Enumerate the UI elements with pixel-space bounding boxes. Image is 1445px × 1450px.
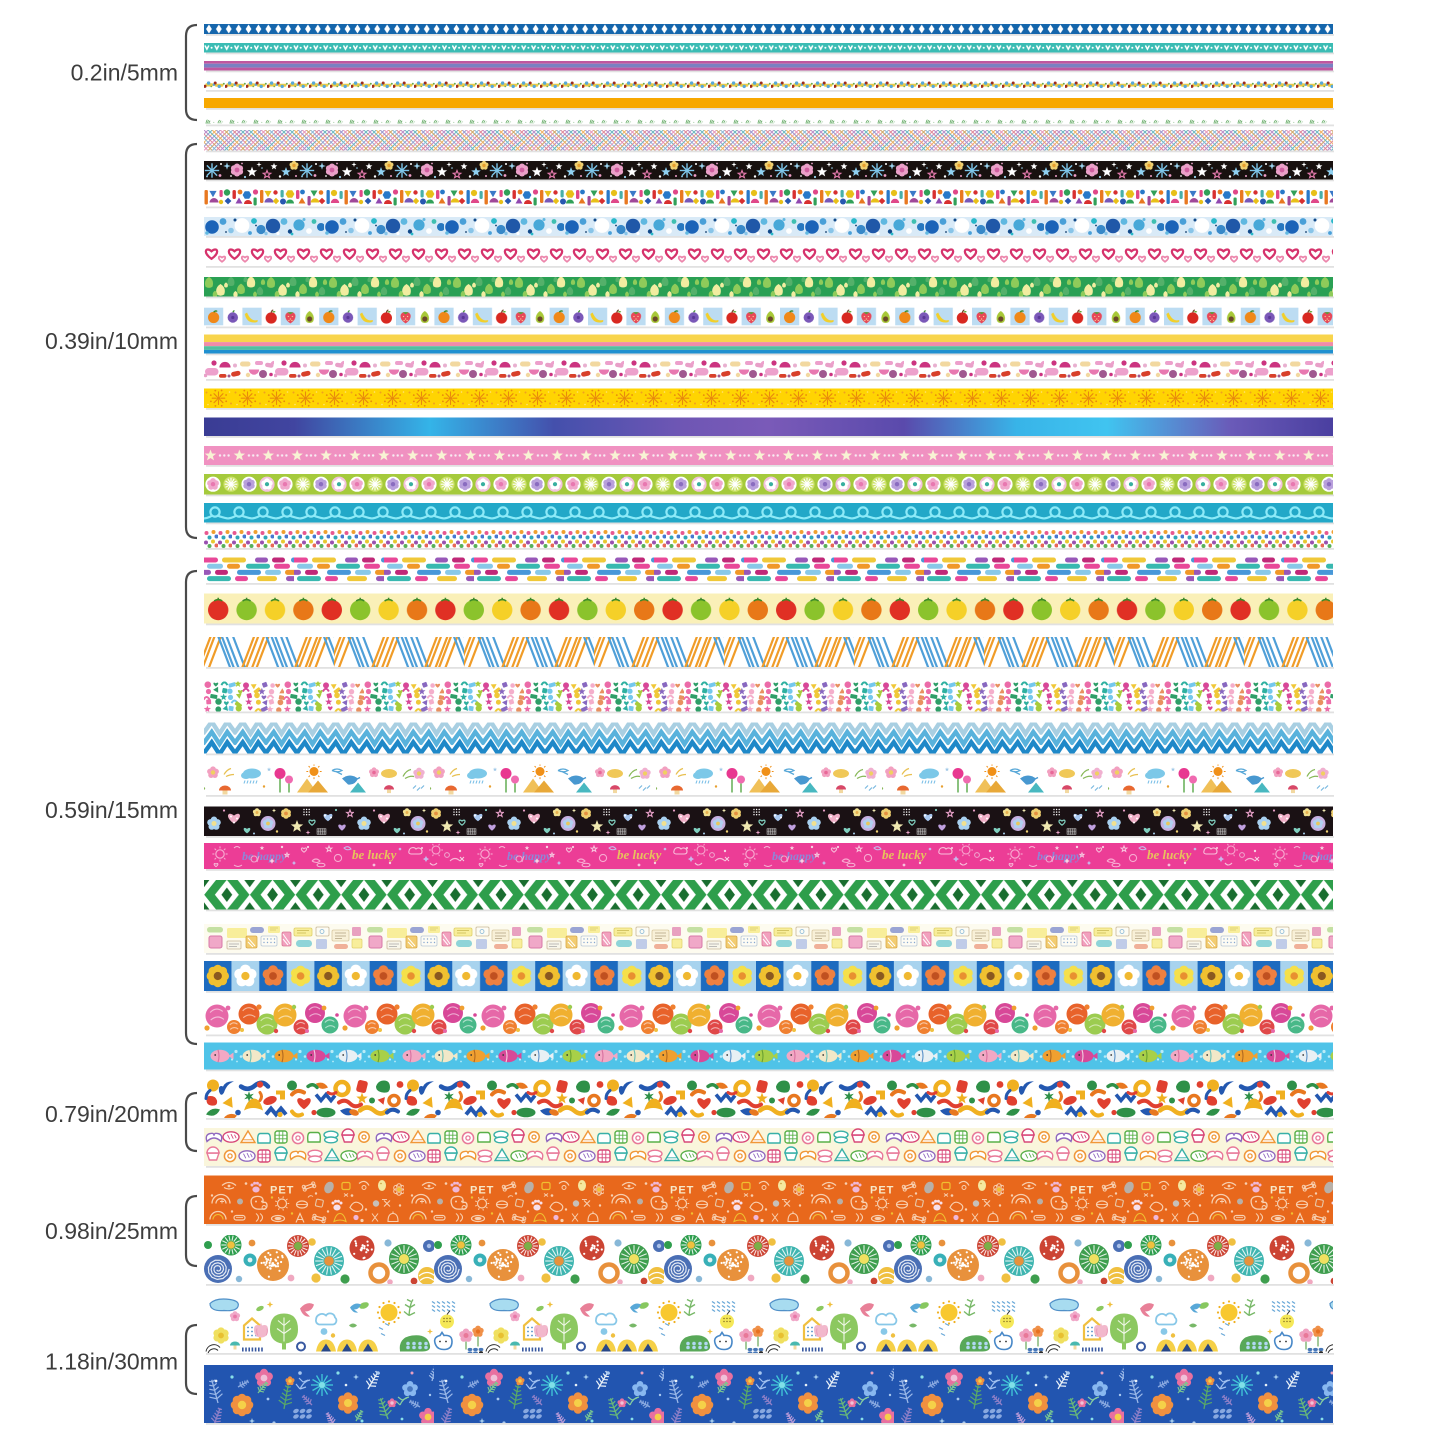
svg-text:0.59in/15mm: 0.59in/15mm [45, 797, 178, 823]
svg-text:0.39in/10mm: 0.39in/10mm [45, 328, 178, 354]
svg-text:0.2in/5mm: 0.2in/5mm [71, 60, 178, 86]
svg-text:0.98in/25mm: 0.98in/25mm [45, 1218, 178, 1244]
svg-text:1.18in/30mm: 1.18in/30mm [45, 1349, 178, 1375]
svg-text:0.79in/20mm: 0.79in/20mm [45, 1101, 178, 1127]
